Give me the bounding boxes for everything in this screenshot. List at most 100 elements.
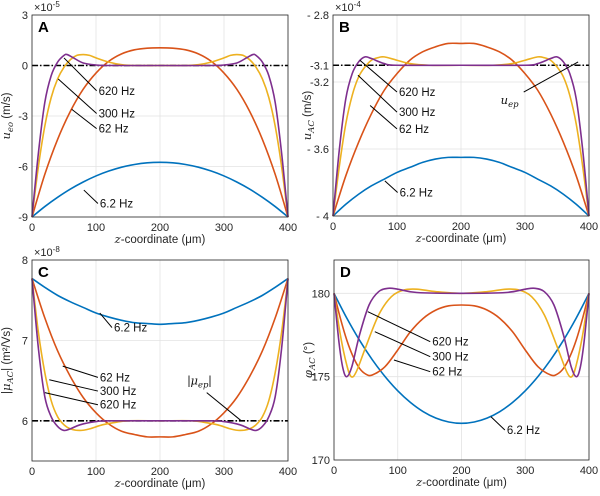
y-axis-label-suffix: | (m²/Vs)	[1, 327, 13, 371]
axes-box	[31, 259, 289, 462]
series-line-620hz	[333, 287, 590, 378]
annotation-label: 6.2 Hz	[400, 188, 433, 200]
reference-leader-line	[523, 61, 579, 93]
y-axis-label-suffix: (m/s)	[1, 92, 13, 122]
exponent-power: -4	[354, 0, 362, 9]
y-tick-label: - 4	[316, 211, 329, 223]
axis-exponent: ×10-5	[34, 0, 60, 14]
y-axis-label-subscript: AC	[308, 357, 318, 371]
series-line-62hz	[332, 42, 590, 217]
y-tick-label: 8	[22, 255, 28, 267]
x-axis-label: z-coordinate (μm)	[114, 232, 206, 246]
exponent-power: -8	[53, 245, 61, 254]
panel-d: 0 100 200 300 400 170 175 180 620 Hz 300 Hz 62 Hz 6…	[301, 259, 598, 489]
y-axis-label-subscript: eo	[6, 122, 16, 132]
x-axis-label-variable: z	[114, 232, 122, 246]
series-line-6.2hz	[333, 292, 590, 425]
y-tick-label: -3.1	[310, 60, 329, 72]
panel-letter: C	[38, 264, 49, 281]
axis-exponent: ×10-4	[335, 0, 361, 14]
y-axis-label-symbol: u	[0, 132, 13, 139]
y-tick-label: - 3.6	[307, 144, 329, 156]
exponent-power: -5	[53, 0, 61, 9]
annotation-label: 620 Hz	[399, 87, 436, 99]
exponent-base: ×10	[34, 247, 53, 259]
x-axis-label-text: -coordinate (μm)	[121, 478, 206, 490]
reference-line-label-subscript: ep	[508, 100, 519, 110]
annotation-label: 62 Hz	[99, 124, 129, 136]
x-tick-label: 100	[87, 466, 105, 478]
annotation-leader-line	[62, 365, 99, 378]
x-tick-label: 400	[279, 222, 297, 234]
series-line-62hz	[31, 278, 289, 438]
annotation-label: 620 Hz	[432, 337, 469, 349]
panel-letter: D	[340, 264, 351, 281]
y-axis-label-symbol: u	[300, 133, 314, 140]
annotation-leader-line	[63, 57, 97, 92]
y-tick-label: 6	[22, 416, 28, 428]
annotation-leader-line	[99, 312, 113, 328]
reference-line-label-suffix: |	[208, 376, 211, 388]
annotation-leader-line	[44, 392, 99, 406]
reference-line-label-subscript: ep	[198, 381, 209, 391]
x-tick-label: 0	[29, 466, 35, 478]
x-tick-label: 300	[516, 221, 534, 233]
x-tick-label: 0	[331, 465, 337, 477]
reference-line-label-symbol: μ	[191, 374, 198, 388]
axis-exponent: ×10-8	[34, 245, 60, 259]
panel-c: 0 100 200 300 400 6 7 8 6.2 Hz 62 Hz 300 Hz 620 Hz |…	[0, 245, 297, 490]
x-tick-label: 100	[389, 465, 407, 477]
series-line-620hz	[31, 278, 289, 432]
x-axis-label-variable: z	[114, 476, 122, 490]
reference-line-label: uep	[501, 93, 519, 110]
annotation-leader-line	[357, 74, 398, 113]
reference-line-label-symbol: u	[501, 93, 508, 107]
y-axis-label-suffix: (°)	[303, 342, 315, 358]
exponent-base: ×10	[335, 2, 354, 14]
annotation-leader-line	[384, 180, 398, 193]
y-axis-label: uAC (m/s)	[300, 91, 317, 141]
series-line-62hz	[31, 47, 289, 218]
y-tick-label: -9	[18, 212, 28, 224]
x-tick-label: 200	[452, 465, 470, 477]
y-tick-label: -3.2	[310, 77, 329, 89]
annotation-label: 6.2 Hz	[100, 199, 133, 211]
x-axis-label: z-coordinate (μm)	[415, 231, 507, 245]
x-axis-label-text: -coordinate (μm)	[422, 233, 507, 245]
reference-line-label: |μep|	[188, 374, 212, 391]
annotation-label: 62 Hz	[399, 124, 429, 136]
y-tick-label: 3	[22, 10, 28, 22]
series-line-62hz	[333, 293, 590, 377]
panel-letter: B	[339, 19, 350, 36]
annotation-label: 620 Hz	[99, 86, 136, 98]
reference-leader-line	[206, 392, 242, 422]
series-line-6.2hz	[332, 156, 590, 217]
x-tick-label: 200	[151, 222, 169, 234]
x-axis-label-variable: z	[415, 231, 423, 245]
y-axis-label-suffix: (m/s)	[302, 91, 314, 121]
annotation-leader-line	[83, 189, 99, 204]
y-axis-label-symbol: μ	[0, 384, 13, 391]
axes-box	[31, 14, 289, 218]
y-axis-label: |μAC| (m²/Vs)	[0, 327, 16, 394]
y-axis-label-prefix: |	[1, 391, 13, 394]
x-tick-label: 200	[151, 466, 169, 478]
annotation-label: 62 Hz	[432, 367, 462, 379]
axes-box	[333, 259, 590, 461]
annotation-label: 6.2 Hz	[114, 323, 147, 335]
y-tick-label: 0	[22, 61, 28, 73]
annotation-label: 62 Hz	[100, 372, 130, 384]
x-tick-label: 300	[516, 465, 534, 477]
x-tick-label: 0	[29, 222, 35, 234]
y-tick-label: -3	[18, 111, 28, 123]
x-tick-label: 400	[580, 465, 598, 477]
y-tick-label: - 2.8	[307, 10, 329, 22]
panel-b: 0 100 200 300 400 - 4 - 3.6 -3.2 -3.1 - 2.8 620 Hz…	[300, 0, 598, 245]
y-tick-label: 175	[312, 372, 330, 384]
x-tick-label: 200	[452, 221, 470, 233]
x-tick-label: 0	[330, 221, 336, 233]
x-tick-label: 100	[388, 221, 406, 233]
annotation-leader-line	[49, 379, 99, 392]
series-line-620hz	[31, 53, 289, 218]
